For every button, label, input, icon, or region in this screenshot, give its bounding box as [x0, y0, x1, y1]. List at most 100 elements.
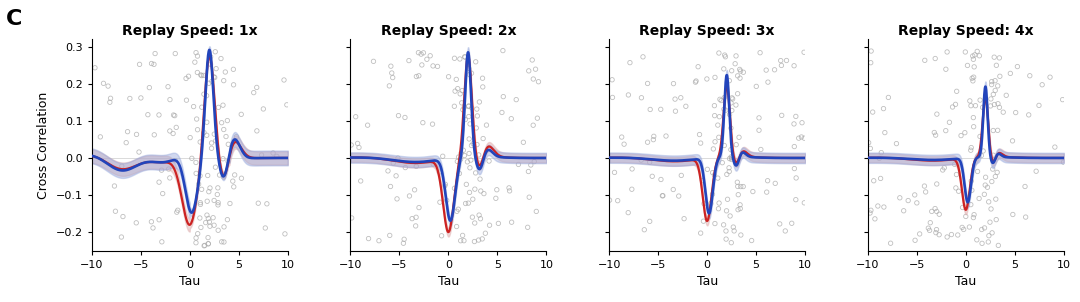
- Point: [213, 120, 230, 125]
- Point: [937, 67, 955, 72]
- Point: [197, 220, 214, 225]
- Point: [210, 200, 227, 205]
- Point: [207, 66, 225, 71]
- Point: [459, 159, 476, 164]
- Point: [1001, 71, 1018, 76]
- Point: [166, 51, 184, 56]
- Point: [732, 69, 750, 73]
- Point: [515, 140, 532, 145]
- Point: [414, 63, 431, 67]
- Point: [751, 115, 768, 120]
- Point: [954, 225, 971, 230]
- Point: [469, 142, 486, 147]
- Point: [939, 235, 956, 239]
- Point: [981, 233, 998, 238]
- Point: [203, 79, 220, 84]
- Point: [706, 113, 724, 118]
- Point: [205, 74, 222, 79]
- Point: [652, 107, 670, 112]
- Point: [787, 197, 805, 202]
- Point: [990, 56, 1008, 60]
- Point: [974, 105, 991, 110]
- Point: [467, 171, 484, 175]
- Point: [982, 97, 999, 101]
- Point: [423, 122, 441, 127]
- Point: [166, 113, 184, 118]
- Point: [967, 103, 984, 108]
- Point: [233, 176, 251, 181]
- Point: [477, 123, 495, 127]
- Point: [604, 77, 621, 82]
- Point: [468, 107, 485, 111]
- Point: [188, 50, 205, 55]
- Point: [785, 63, 802, 68]
- Point: [623, 187, 640, 192]
- Point: [525, 77, 542, 82]
- Point: [198, 133, 215, 138]
- Point: [961, 98, 978, 103]
- Point: [215, 78, 232, 83]
- Point: [95, 81, 112, 86]
- Point: [226, 172, 243, 177]
- Point: [197, 243, 214, 248]
- Point: [906, 238, 923, 243]
- Point: [215, 239, 232, 244]
- Point: [704, 170, 721, 175]
- Point: [771, 221, 788, 226]
- Point: [731, 202, 748, 207]
- Point: [458, 182, 475, 187]
- Y-axis label: Cross Correlation: Cross Correlation: [37, 91, 50, 199]
- Point: [193, 187, 211, 192]
- Point: [721, 214, 739, 218]
- Point: [193, 73, 211, 78]
- Point: [987, 197, 1004, 201]
- Point: [529, 116, 546, 120]
- Point: [757, 68, 774, 72]
- Point: [729, 184, 746, 189]
- Point: [469, 114, 486, 118]
- Point: [418, 57, 435, 62]
- Point: [275, 78, 293, 82]
- Point: [715, 107, 732, 112]
- Point: [928, 230, 945, 235]
- Point: [189, 127, 206, 132]
- Point: [460, 151, 477, 156]
- Point: [519, 225, 537, 230]
- Point: [475, 191, 492, 196]
- Point: [772, 58, 789, 63]
- Point: [943, 232, 960, 237]
- Point: [931, 232, 948, 237]
- Point: [454, 101, 471, 105]
- Point: [188, 171, 205, 176]
- Point: [953, 133, 970, 138]
- Point: [713, 98, 730, 103]
- Point: [706, 173, 724, 178]
- Point: [450, 171, 468, 176]
- Point: [934, 168, 951, 172]
- Point: [178, 98, 195, 103]
- Point: [675, 216, 692, 221]
- Point: [228, 134, 245, 139]
- Point: [717, 237, 734, 242]
- Point: [207, 138, 225, 143]
- Point: [947, 102, 964, 107]
- Point: [215, 175, 232, 179]
- Point: [778, 58, 795, 63]
- Point: [946, 162, 963, 167]
- Point: [221, 201, 239, 206]
- Point: [249, 201, 267, 206]
- Point: [184, 156, 201, 161]
- Point: [939, 50, 956, 54]
- Point: [989, 128, 1007, 133]
- Point: [921, 220, 939, 225]
- Point: [895, 208, 913, 213]
- Point: [974, 149, 991, 153]
- Point: [727, 103, 744, 108]
- Point: [161, 129, 178, 133]
- Point: [500, 185, 517, 190]
- Point: [962, 145, 980, 150]
- Point: [395, 237, 413, 242]
- Point: [131, 62, 148, 67]
- Point: [658, 133, 675, 138]
- Point: [758, 190, 775, 194]
